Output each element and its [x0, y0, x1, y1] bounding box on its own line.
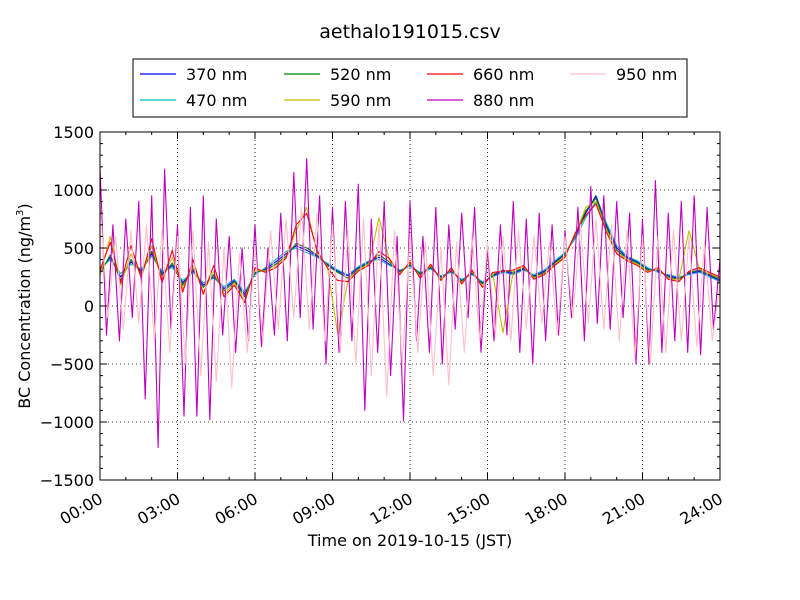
legend-label-4: 660 nm: [473, 65, 534, 84]
y-tick-label: 1000: [53, 181, 94, 200]
y-axis-label: BC Concentration (ng/m3): [15, 203, 34, 408]
series-line-6: [99, 201, 721, 398]
x-tick-label: 12:00: [367, 489, 416, 529]
series-line-0: [99, 195, 721, 295]
y-tick-label: 500: [63, 239, 94, 258]
y-axis-label-end: ): [15, 203, 34, 209]
axis-ticks: [99, 131, 721, 481]
legend-label-6: 950 nm: [616, 65, 677, 84]
x-tick-label: 18:00: [522, 489, 571, 529]
series-line-1: [99, 201, 721, 293]
x-tick-label: 00:00: [57, 489, 106, 529]
legend: 370 nm 470 nm 520 nm 590 nm 660 nm 880 nm 950 …: [132, 58, 688, 118]
y-tick-label: −1500: [40, 471, 94, 490]
y-axis-label-main: BC Concentration (ng/m: [15, 216, 34, 409]
plot-area: [99, 131, 721, 481]
legend-box: [132, 58, 688, 118]
y-tick-label: −1000: [40, 413, 94, 432]
chart-title: aethalo191015.csv: [319, 21, 501, 43]
x-tick-labels: 00:00 03:00 06:00 09:00 12:00 15:00 18:00 21:00…: [57, 489, 726, 529]
legend-label-2: 520 nm: [330, 65, 391, 84]
series-line-4: [99, 203, 721, 304]
x-axis-label: Time on 2019-10-15 (JST): [307, 531, 512, 550]
x-tick-label: 21:00: [599, 489, 648, 529]
y-tick-labels: 1500 1000 500 0 −500 −1000 −1500: [40, 123, 94, 490]
legend-label-0: 370 nm: [186, 65, 247, 84]
legend-label-1: 470 nm: [186, 91, 247, 110]
series-line-5: [99, 158, 721, 449]
series-line-2: [99, 197, 721, 298]
x-tick-label: 24:00: [677, 489, 726, 529]
x-tick-label: 03:00: [134, 489, 183, 529]
x-tick-label: 06:00: [212, 489, 261, 529]
legend-label-3: 590 nm: [330, 91, 391, 110]
y-axis-label-sup: 3: [15, 210, 26, 216]
legend-label-5: 880 nm: [473, 91, 534, 110]
y-tick-label: 0: [84, 297, 94, 316]
x-tick-label: 15:00: [444, 489, 493, 529]
y-tick-label: −500: [50, 355, 94, 374]
y-tick-label: 1500: [53, 123, 94, 142]
series-lines: [99, 158, 721, 449]
legend-items: 370 nm 470 nm 520 nm 590 nm 660 nm 880 nm 950 …: [140, 65, 677, 110]
x-tick-label: 09:00: [289, 489, 338, 529]
